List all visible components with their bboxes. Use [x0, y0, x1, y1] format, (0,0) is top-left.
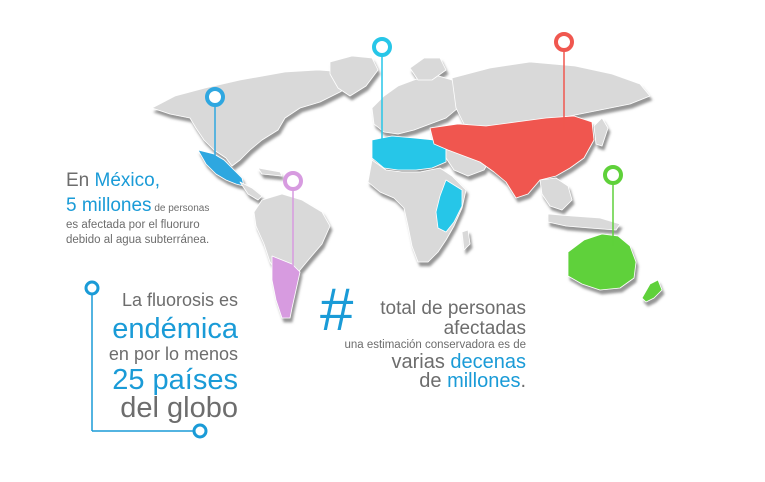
- indonesia: [547, 213, 621, 231]
- east-africa: [435, 179, 463, 233]
- fluorosis-line3: en por lo menos: [108, 344, 238, 364]
- greenland: [329, 55, 379, 97]
- hash-symbol: #: [320, 276, 354, 343]
- australia-pin: [603, 165, 623, 246]
- total-line4: varias decenas: [391, 351, 526, 373]
- australia: [567, 233, 637, 291]
- asia-affected: [429, 115, 595, 199]
- mexico-line4: debido al agua subterránea.: [66, 234, 210, 246]
- africa: [367, 159, 467, 263]
- mexico-name: México,: [94, 170, 160, 191]
- total-decenas: decenas: [450, 351, 526, 373]
- fluorosis-line1: La fluorosis es: [121, 290, 238, 310]
- new-zealand: [641, 279, 663, 303]
- mexico-line1: En México,: [66, 170, 160, 191]
- central-america: [239, 181, 263, 201]
- fluorosis-bracket: [84, 280, 208, 439]
- north-america: [151, 69, 359, 167]
- africa-pin: [372, 37, 392, 148]
- total-line2: afectadas: [443, 318, 526, 339]
- southeast-asia: [539, 177, 573, 211]
- total-line5: de millones.: [419, 370, 526, 392]
- argentina: [271, 255, 301, 319]
- europe: [371, 73, 461, 135]
- total-line1: total de personas: [380, 298, 526, 319]
- asia-pin: [554, 32, 574, 130]
- fluorosis-line2: endémica: [112, 313, 238, 345]
- japan: [593, 117, 609, 147]
- fluorosis-line5: del globo: [120, 392, 238, 424]
- north-africa: [371, 135, 447, 171]
- madagascar: [461, 229, 471, 251]
- total-millones: millones: [447, 370, 521, 392]
- mexico-pin: [205, 87, 225, 168]
- mexico-line2: 5 millones de personas: [66, 195, 210, 216]
- pins: [205, 32, 623, 268]
- total-line3: una estimación conservadora es de: [344, 339, 526, 351]
- mexico-count: 5 millones: [66, 195, 152, 216]
- argentina-pin: [283, 171, 303, 268]
- mexico-line3: es afectada por el fluoruro: [66, 219, 200, 231]
- fluorosis-line4: 25 países: [112, 364, 238, 396]
- caribbean: [257, 167, 283, 177]
- scandinavia: [409, 57, 447, 81]
